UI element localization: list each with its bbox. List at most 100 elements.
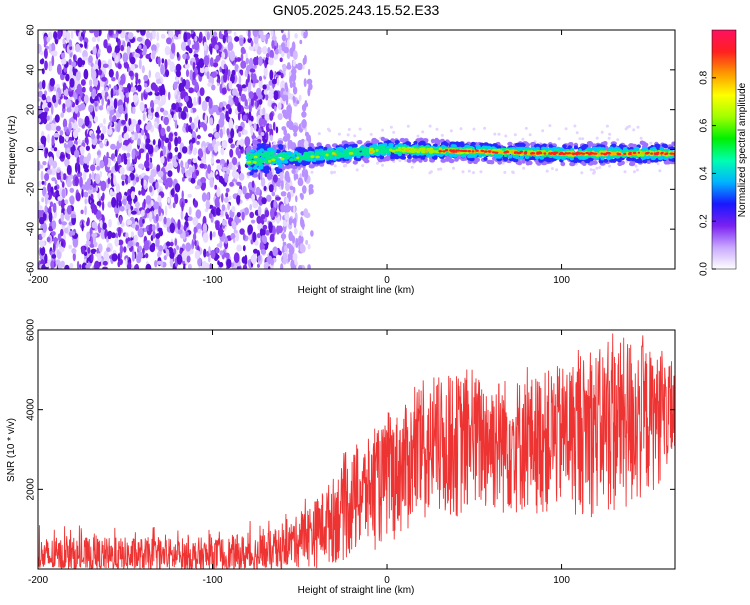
spectrogram-noise-blob [77,57,83,68]
spectrogram-noise-blob [190,30,194,35]
spectrogram-noise-blob [214,131,220,139]
spectrogram-noise-blob [178,33,182,40]
spectrogram-noise-blob [101,97,104,107]
spectrogram-noise-blob [310,230,314,237]
spectrogram-noise-blob [134,263,140,269]
spectrogram-signal-band [245,136,675,180]
spectrogram-noise-blob [299,173,302,178]
spectrogram-noise-blob [307,264,311,269]
spectrogram-noise-blob [80,79,86,86]
spectrogram-noise-blob [208,133,213,138]
spectrogram-noise-blob [148,211,153,223]
spectrogram-noise-blob [191,123,195,130]
spectrogram-noise-blob [39,246,46,256]
spectrogram-noise-blob [219,128,223,139]
spectrogram-noise-blob [164,58,168,70]
spectrogram-noise-blob [83,191,89,198]
spectrogram-noise-blob [100,133,105,141]
spectrogram-noise-blob [229,181,235,187]
spectrogram-noise-blob [293,228,298,235]
spectrogram-noise-blob [268,266,271,269]
spectrogram-noise-blob [261,177,266,187]
spectrogram-signal-blob [363,146,368,151]
spectrogram-noise-blob [238,75,242,85]
spectrogram-noise-blob [128,206,131,218]
spectrogram-noise-blob [131,223,136,229]
spectrogram-noise-blob [102,63,109,68]
spectrogram-noise-blob [244,254,248,266]
spectrogram-noise-blob [221,139,228,149]
spectrogram-noise-blob [167,162,173,170]
spectrogram-halo-dot [381,128,384,132]
spectrogram-halo-dot [608,132,612,136]
spectrogram-noise-blob [186,54,190,60]
spectrogram-noise-blob [118,119,121,128]
spectrogram-noise-blob [219,112,225,122]
spectrogram-noise-blob [111,191,116,197]
spectrogram-noise-blob [266,194,272,202]
spectrogram-noise-blob [285,94,289,106]
spectrogram-noise-blob [201,192,207,202]
spectrogram-noise-blob [47,182,52,194]
spectrogram-halo-dot [580,171,584,175]
spectrogram-noise-blob [126,219,133,225]
spectrogram-noise-blob [184,95,189,102]
spectrogram-noise-blob [136,36,143,42]
spectrogram-noise-blob [74,176,79,187]
spectrogram-noise-blob [39,59,45,65]
spectrogram-noise-blob [153,209,157,216]
spectrogram-noise-blob [292,50,298,60]
spectrogram-noise-blob [206,31,210,41]
spectrogram-noise-blob [262,224,268,230]
spectrogram-noise-blob [267,100,273,107]
spectrogram-noise-blob [257,255,261,262]
spectrogram-noise-blob [72,129,79,139]
spectrogram-noise-blob [140,30,146,36]
spectrogram-noise-blob [86,154,90,166]
spectrogram-noise-blob [240,60,247,69]
spectrogram-signal-blob [327,150,332,154]
spectrogram-noise-blob [198,31,203,43]
spectrogram-noise-blob [282,219,287,227]
spectrogram-noise-blob [64,199,69,205]
spectrogram-noise-blob [53,147,58,152]
spectrogram-noise-blob [242,245,246,252]
spectrogram-halo-dot [449,129,453,133]
spectrogram-noise-blob [142,113,146,122]
spectrogram-halo-dot [658,169,662,173]
spectrogram-noise-blob [303,78,307,88]
spectrogram-signal-blob [440,158,447,163]
spectrogram-noise-blob [274,105,277,112]
spectrogram-noise-blob [74,106,79,114]
spectrogram-noise-blob [282,64,287,72]
spectrogram-signal-blob [274,167,279,171]
spectrogram-noise-blob [111,197,117,208]
spectrogram-noise-blob [181,201,184,212]
spectrogram-noise-blob [216,164,223,171]
spectrogram-noise-blob [162,110,169,116]
spectrogram-noise-blob [129,56,136,65]
spectrogram-halo-dot [632,128,636,132]
spectrogram-noise-blob [280,72,284,79]
spectrogram-noise-blob [157,179,164,184]
spectrogram-noise-blob [130,86,137,93]
spectrogram-noise-blob [167,197,171,204]
spectrogram-noise-blob [118,134,122,144]
spectrogram-noise-blob [54,114,60,123]
spectrogram-noise-blob [145,54,151,59]
spectrogram-noise-blob [159,107,165,113]
spectrogram-noise-blob [233,171,240,180]
spectrogram-noise-blob [51,254,57,259]
spectrogram-noise-blob [147,121,152,130]
spectrogram-noise-blob [292,186,296,194]
spectrogram-noise-blob [183,31,188,43]
spectrogram-noise-blob [44,262,50,268]
spectrogram-halo-dot [333,164,337,168]
spectrogram-noise-blob [135,224,139,231]
spectrogram-halo-dot [541,129,545,133]
spectrogram-noise-blob [225,214,229,220]
spectrogram-noise-blob [155,42,160,49]
spectrogram-noise-blob [68,39,73,47]
spectrogram-noise-blob [189,69,194,81]
spectrogram-halo-dot [437,167,441,171]
